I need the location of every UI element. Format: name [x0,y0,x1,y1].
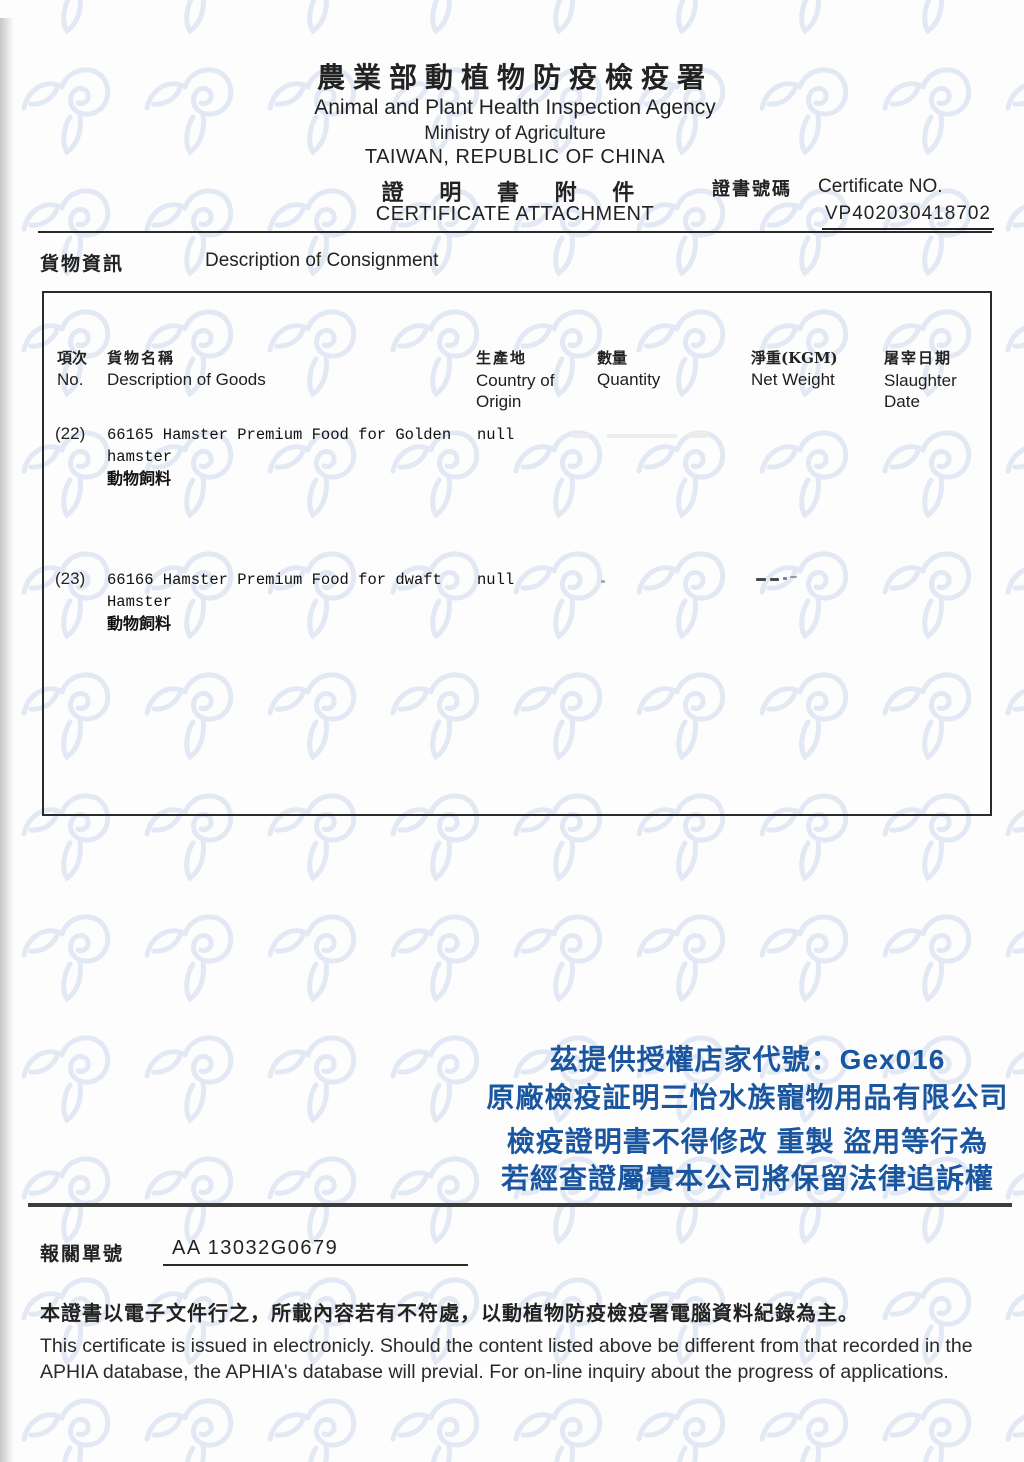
certificate-no-label-en: Certificate NO. [818,176,943,197]
bottom-divider [28,1203,1012,1207]
erased-text-remnant [607,434,677,438]
ministry-line: Ministry of Agriculture [424,123,606,144]
erased-text-remnant [601,580,605,583]
notice-line-1: 茲提供授權店家代號：Gex016 [549,1044,946,1075]
country-line: TAIWAN, REPUBLIC OF CHINA [364,146,666,168]
doc-title-en: CERTIFICATE ATTACHMENT [375,203,655,225]
row-description-line1: 66165 Hamster Premium Food for Golden [107,426,452,444]
notice-line-2: 原廠檢疫証明三怡水族寵物用品有限公司 [486,1082,1009,1113]
agency-title-en: Animal and Plant Health Inspection Agenc… [314,96,716,119]
col-quantity-zh: 數量 [597,349,628,367]
erased-text-remnant [572,433,590,438]
agency-title-zh-text: 農業部動植物防疫檢疫署 [316,61,713,94]
certificate-no-label-zh: 證書號碼 [712,179,792,200]
consignment-section-label-zh: 貨物資訊 [40,253,125,275]
row-description-zh: 動物飼料 [107,469,172,488]
row-description: 66166 Hamster Premium Food for dwaft Ham… [107,569,452,635]
col-netweight-zh: 淨重(KGM) [751,349,838,367]
agency-title-zh: 農業部動植物防疫檢疫署 [0,56,1024,96]
col-slaughter-en: Slaughter Date [884,371,957,411]
col-slaughter-zh: 屠宰日期 [884,349,953,367]
col-quantity-en: Quantity [597,370,661,389]
row-no: (23) [55,569,86,588]
row-no: (22) [55,424,86,443]
consignment-table-box [42,291,992,816]
row-description-line2: Hamster [107,593,173,611]
col-no-zh: 項次 [57,349,88,367]
col-netweight-en: Net Weight [751,370,835,389]
declaration-no-underline [163,1264,468,1266]
declaration-no-label: 報關單號 [40,1243,125,1265]
header-divider [38,231,992,233]
row-description-zh: 動物飼料 [107,614,172,633]
notice-line-3: 檢疫證明書不得修改 重製 盜用等行為 [506,1126,989,1157]
col-goods-en: Description of Goods [107,370,266,389]
erased-text-remnant [770,578,779,581]
notice-line-4: 若經查證屬實本公司將保留法律追訴權 [500,1163,994,1194]
scan-edge-shadow [0,18,14,1462]
erased-text-remnant [756,578,766,581]
row-origin: null [477,426,515,444]
row-description-line2: hamster [107,448,173,466]
doc-title-zh: 證 明 書 附 件 [381,180,649,206]
footer-note-en: This certificate is issued in electronic… [40,1335,973,1383]
certificate-number: VP402030418702 [821,203,994,230]
footer-note-zh: 本證書以電子文件行之，所載內容若有不符處，以動植物防疫檢疫署電腦資料紀錄為主。 [40,1301,859,1325]
row-origin: null [477,571,515,589]
erased-text-remnant [688,432,708,438]
col-no-en: No. [57,370,84,389]
consignment-section-label-en: Description of Consignment [205,250,439,271]
erased-text-remnant [783,577,787,580]
col-goods-zh: 貨物名稱 [107,349,176,367]
col-origin-en: Country of Origin [476,371,555,411]
row-description-line1: 66166 Hamster Premium Food for dwaft [107,571,442,589]
col-origin-zh: 生產地 [476,349,528,367]
row-description: 66165 Hamster Premium Food for Golden ha… [107,424,452,490]
declaration-no-value: AA 13032G0679 [172,1237,339,1259]
erased-text-remnant [790,576,797,578]
